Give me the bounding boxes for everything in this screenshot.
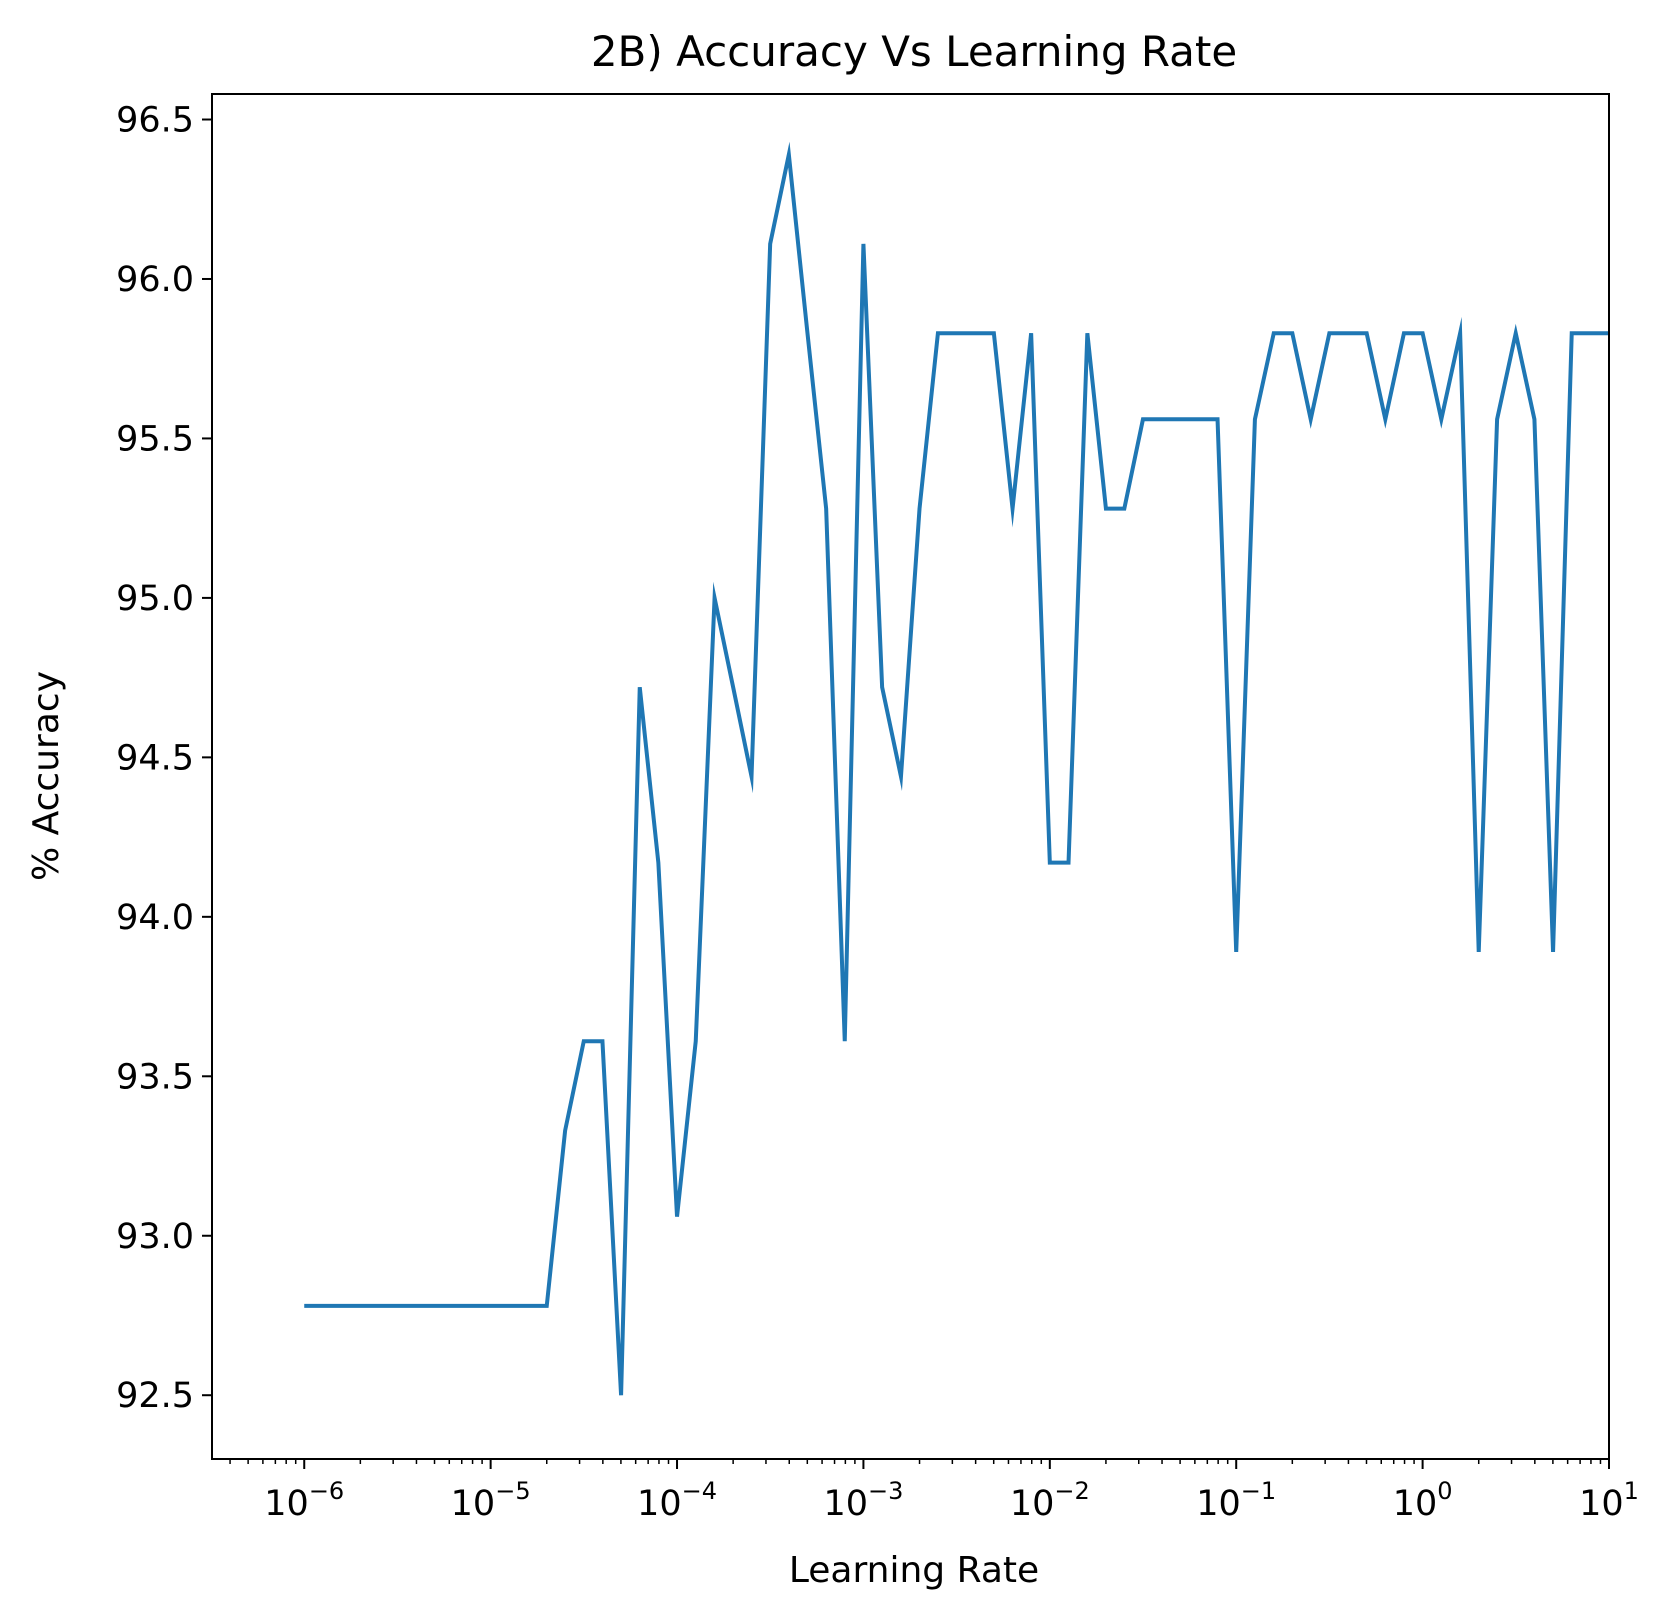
ticks-layer: 10−6 10−5 10−4 10−3 10−2 10−1 100 101 92.5 93.0 93… [116, 101, 1639, 1524]
x-tick-label: 10−3 [823, 1477, 903, 1524]
chart-title: 2B) Accuracy Vs Learning Rate [591, 27, 1237, 76]
series-layer [304, 141, 1609, 1396]
x-tick-label: 10−6 [264, 1477, 344, 1524]
y-tick-label: 92.5 [116, 1376, 194, 1416]
x-axis-label: Learning Rate [789, 1550, 1039, 1591]
x-tick-label: 10−5 [451, 1477, 531, 1524]
plot-area-frame [211, 93, 1610, 1460]
y-tick-label: 95.5 [116, 419, 194, 459]
accuracy-series-line [304, 141, 1609, 1396]
x-tick-label: 10−2 [1010, 1477, 1090, 1524]
y-axis-label: % Accuracy [26, 671, 67, 881]
y-tick-label: 93.5 [116, 1057, 194, 1097]
y-tick-label: 94.5 [116, 738, 194, 778]
x-tick-label: 100 [1393, 1477, 1453, 1524]
x-tick-label: 101 [1579, 1477, 1639, 1524]
x-tick-label: 10−4 [637, 1477, 717, 1524]
y-tick-label: 96.0 [116, 260, 194, 300]
x-tick-label: 10−1 [1196, 1477, 1276, 1524]
y-tick-label: 95.0 [116, 579, 194, 619]
y-tick-label: 96.5 [116, 101, 194, 141]
y-tick-label: 94.0 [116, 898, 194, 938]
y-tick-label: 93.0 [116, 1217, 194, 1257]
